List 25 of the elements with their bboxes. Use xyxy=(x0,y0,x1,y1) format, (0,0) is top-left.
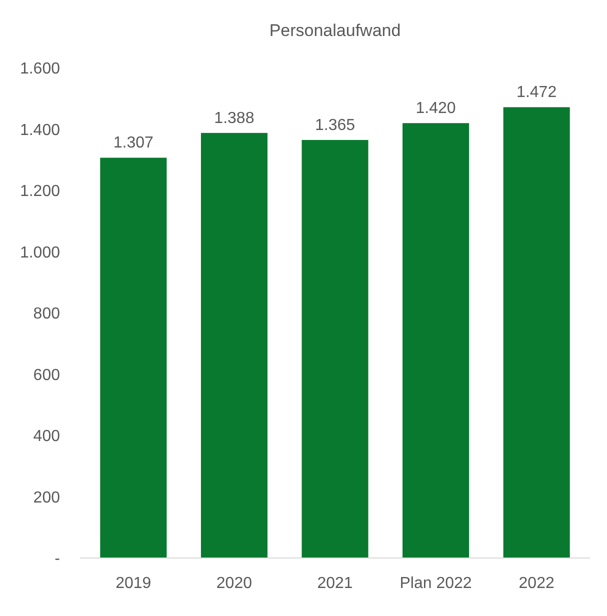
y-tick-label: 200 xyxy=(33,489,60,506)
data-label: 1.307 xyxy=(113,134,154,152)
data-label: 1.365 xyxy=(314,116,356,134)
bar xyxy=(402,123,470,558)
y-tick-label: 1.400 xyxy=(20,122,60,139)
data-label: 1.388 xyxy=(214,110,254,127)
y-tick-label: 1.600 xyxy=(20,60,60,78)
x-tick-label: 2022 xyxy=(518,575,554,592)
bar xyxy=(503,107,570,558)
y-tick-label: 600 xyxy=(33,366,60,384)
x-tick-label: 2021 xyxy=(317,575,353,592)
x-tick-label: Plan 2022 xyxy=(400,575,472,592)
data-label: 1.420 xyxy=(416,100,456,118)
x-tick-label: 2019 xyxy=(116,575,152,592)
chart-title: Personalaufwand xyxy=(269,21,401,40)
bar xyxy=(100,158,167,558)
y-tick-label: 1.200 xyxy=(20,183,60,200)
y-tick-label: - xyxy=(54,550,60,568)
y-tick-label: 800 xyxy=(33,306,60,323)
x-tick-label: 2020 xyxy=(216,575,252,592)
bar xyxy=(200,132,268,558)
y-tick-label: 400 xyxy=(33,428,60,446)
y-tick-label: 1.000 xyxy=(20,244,60,262)
bar xyxy=(302,140,368,558)
data-label: 1.472 xyxy=(516,84,557,102)
